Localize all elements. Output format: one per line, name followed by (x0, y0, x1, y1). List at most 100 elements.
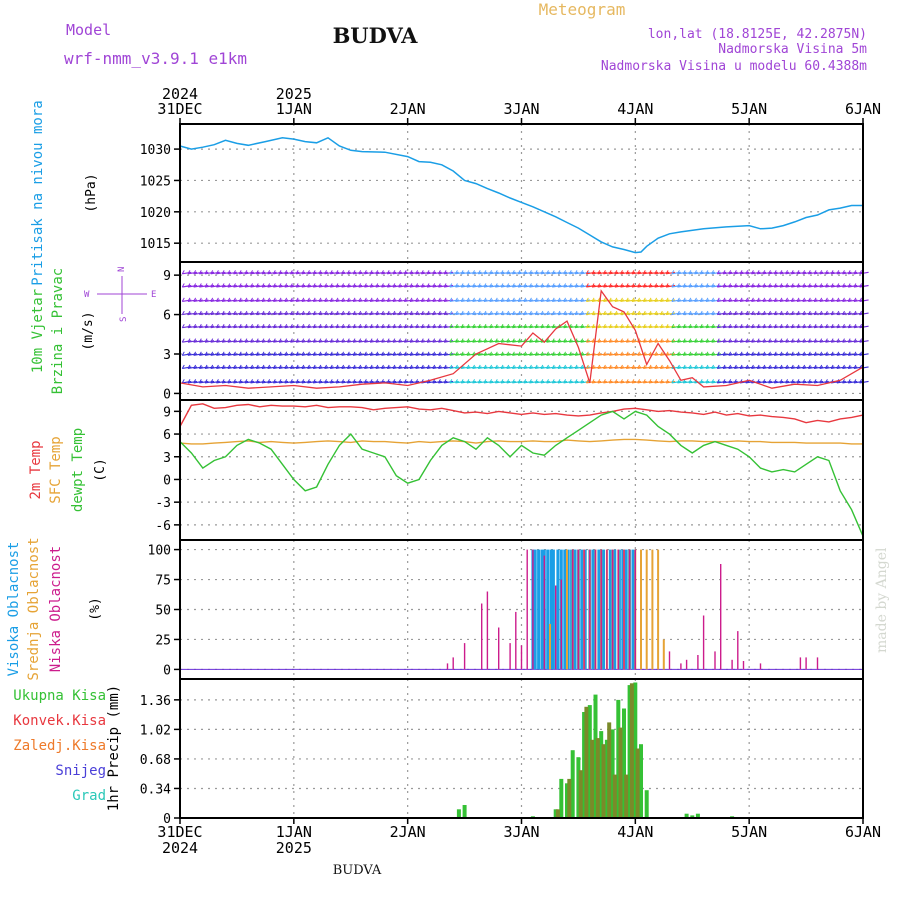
wind-barb-flag (534, 364, 538, 369)
high-cloud-bar (617, 549, 621, 670)
wind-barb-flag (215, 338, 219, 343)
wind-barb-flag (369, 310, 373, 315)
wind-barb-flag (483, 310, 487, 315)
wind-barb (574, 366, 585, 370)
wind-barb-flag (420, 297, 424, 302)
wind-barb-flag (369, 323, 373, 328)
wind-barb-flag (574, 379, 578, 384)
wind-barb-flag (238, 364, 242, 369)
wind-barb-flag (358, 310, 362, 315)
wind-barb (261, 340, 272, 343)
wind-barb-flag (540, 310, 544, 315)
wind-barb (774, 353, 784, 356)
wind-barb-flag (312, 351, 316, 356)
wind-barb-flag (830, 270, 834, 275)
wind-barb-flag (472, 270, 475, 275)
wind-barb-flag (307, 379, 310, 384)
wind-barb (478, 312, 488, 316)
wind-barb-flag (648, 310, 652, 315)
wind-barb-flag (261, 283, 265, 288)
wind-barb-flag (278, 364, 282, 369)
wind-barb-flag (699, 297, 703, 302)
wind-barb (330, 284, 340, 288)
wind-barb (415, 299, 425, 303)
wind-barb (324, 299, 334, 303)
wind-barb (631, 353, 642, 356)
wind-barb (808, 340, 818, 343)
wind-barb-flag (756, 351, 760, 356)
wind-barb-flag (551, 338, 555, 343)
wind-barb (443, 271, 454, 275)
wind-barb (569, 312, 579, 316)
wind-barb-flag (529, 323, 532, 328)
wind-barb-flag (363, 338, 367, 343)
wind-barb (267, 271, 277, 275)
wind-barb-flag (585, 379, 589, 384)
wind-barb (290, 380, 300, 384)
wind-barb (204, 284, 215, 288)
wind-barb-flag (494, 338, 498, 343)
wind-barb-flag (295, 270, 299, 275)
wind-barb (694, 271, 704, 275)
wind-barb-flag (631, 338, 635, 343)
wind-barb (700, 312, 710, 316)
wind-barb (483, 312, 494, 316)
wind-barb (233, 340, 243, 343)
wind-barb (415, 366, 425, 370)
high-cloud-axis-title: Visoka Oblacnost (6, 542, 22, 677)
low-cloud-axis-title: Niska Oblacnost (48, 546, 64, 672)
wind-barb (785, 312, 795, 316)
wind-barb (409, 312, 420, 316)
wind-barb-flag (483, 338, 487, 343)
wind-barb-flag (677, 379, 680, 384)
wind-barb (762, 312, 772, 316)
wind-barb-flag (341, 283, 345, 288)
wind-barb-flag (819, 338, 823, 343)
wind-barb-flag (352, 338, 356, 343)
wind-barb (483, 271, 494, 275)
wind-barb (535, 271, 545, 275)
wind-barb (290, 325, 300, 329)
wind-barb-flag (312, 310, 316, 315)
wind-barb (569, 325, 579, 329)
wind-barb (563, 353, 573, 356)
wind-barb (455, 325, 465, 329)
wind-barb (233, 299, 243, 303)
wind-barb-flag (551, 323, 555, 328)
wind-barb (722, 366, 733, 370)
wind-barb-flag (773, 283, 777, 288)
wind-barb-flag (500, 297, 504, 302)
wind-barb-flag (187, 270, 191, 275)
wind-barb (341, 340, 351, 343)
wind-barb (557, 325, 568, 329)
wind-barb (654, 340, 664, 343)
wind-barb (813, 353, 824, 356)
wind-barb (500, 366, 511, 370)
wind-barb (603, 366, 613, 370)
wind-barb-flag (671, 338, 675, 343)
wind-barb (210, 284, 220, 288)
wind-barb (335, 312, 346, 316)
wind-barb-flag (790, 351, 794, 356)
wind-barb (671, 284, 681, 288)
low-cloud-bar (731, 659, 733, 670)
wind-barb-flag (215, 283, 219, 288)
wind-barb-flag (375, 297, 379, 302)
wind-barb-flag (625, 297, 629, 302)
wind-barb-flag (608, 270, 612, 275)
wind-barb (256, 380, 266, 384)
wind-barb (609, 299, 619, 303)
wind-barb-flag (546, 338, 549, 343)
wind-barb (227, 284, 237, 288)
wind-barb (233, 325, 243, 329)
wind-frame (179, 261, 864, 401)
wind-barb (307, 284, 317, 288)
wind-barb-flag (574, 270, 578, 275)
wind-barb (563, 380, 573, 384)
wind-barb-flag (392, 323, 396, 328)
wind-barb-flag (847, 351, 851, 356)
wind-barb (370, 271, 380, 275)
wind-barb (387, 271, 397, 275)
wind-barb (859, 312, 869, 316)
wind-barb-flag (551, 270, 555, 275)
